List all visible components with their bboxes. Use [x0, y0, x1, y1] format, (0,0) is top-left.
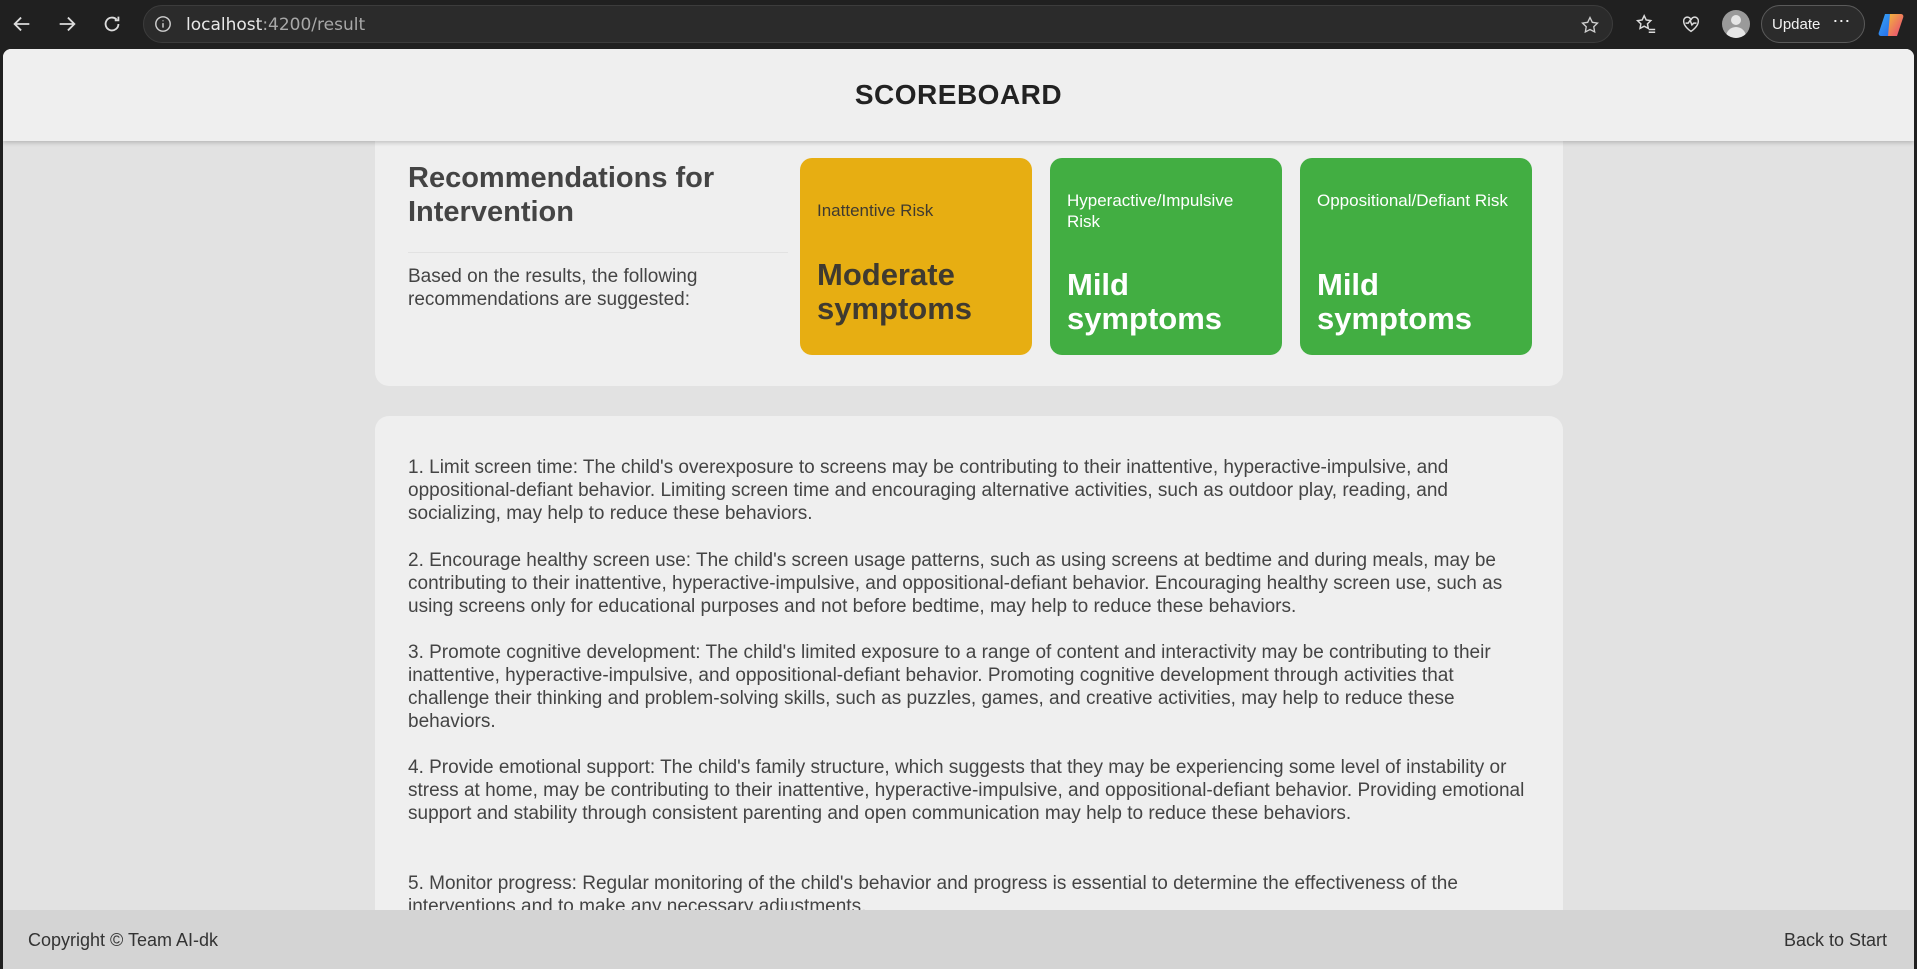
update-label: Update — [1772, 15, 1821, 33]
page-viewport: SCOREBOARD Recommendations for Intervent… — [3, 49, 1914, 969]
risk-tile-inattentive: Inattentive Risk Moderate symptoms — [800, 158, 1032, 355]
browser-toolbar: localhost:4200/result Update ⋯ — [0, 0, 1917, 48]
recommendations-subtitle: Based on the results, the following reco… — [408, 266, 698, 310]
favorites-icon[interactable] — [1634, 12, 1658, 36]
recommendations-card: 1. Limit screen time: The child's overex… — [375, 416, 1563, 969]
recommendation-item: 2. Encourage healthy screen use: The chi… — [408, 550, 1503, 617]
address-bar[interactable]: localhost:4200/result — [143, 5, 1613, 43]
reload-icon[interactable] — [98, 10, 126, 38]
risk-value: Moderate symptoms — [817, 257, 973, 326]
recommendation-item: 4. Provide emotional support: The child'… — [408, 757, 1525, 824]
site-info-icon[interactable] — [154, 15, 172, 33]
update-button[interactable]: Update ⋯ — [1761, 5, 1865, 43]
back-arrow-icon[interactable] — [8, 10, 36, 38]
risk-value: Mild symptoms — [1317, 267, 1473, 336]
back-to-start-link[interactable]: Back to Start — [1783, 930, 1887, 950]
risk-label: Hyperactive/Impulsive Risk — [1067, 191, 1234, 231]
page-title: SCOREBOARD — [854, 79, 1063, 110]
recommendations-title: Recommendations for Intervention — [408, 162, 715, 228]
copilot-icon[interactable] — [1877, 10, 1907, 40]
risk-tile-oppositional: Oppositional/Defiant Risk Mild symptoms — [1300, 158, 1532, 355]
forward-arrow-icon[interactable] — [53, 10, 81, 38]
more-options-icon[interactable]: ⋯ — [1832, 10, 1852, 31]
favorite-star-icon[interactable] — [1580, 15, 1600, 35]
page-header: SCOREBOARD — [3, 49, 1914, 141]
recommendation-item: 1. Limit screen time: The child's overex… — [408, 457, 1449, 524]
risk-label: Oppositional/Defiant Risk — [1317, 191, 1508, 210]
profile-avatar[interactable] — [1722, 10, 1750, 38]
url-path: :4200/result — [262, 15, 366, 35]
page-footer: Copyright © Team AI-dk Back to Start — [3, 910, 1914, 969]
recommendation-item: 3. Promote cognitive development: The ch… — [408, 642, 1491, 732]
risk-tile-hyperactive: Hyperactive/Impulsive Risk Mild symptoms — [1050, 158, 1282, 355]
risk-label: Inattentive Risk — [817, 201, 934, 220]
title-divider — [408, 252, 788, 253]
url-host: localhost — [186, 15, 263, 35]
browser-essentials-icon[interactable] — [1679, 12, 1703, 36]
copyright-text: Copyright © Team AI-dk — [28, 930, 219, 950]
url-text: localhost:4200/result — [186, 15, 365, 35]
risk-value: Mild symptoms — [1067, 267, 1223, 336]
